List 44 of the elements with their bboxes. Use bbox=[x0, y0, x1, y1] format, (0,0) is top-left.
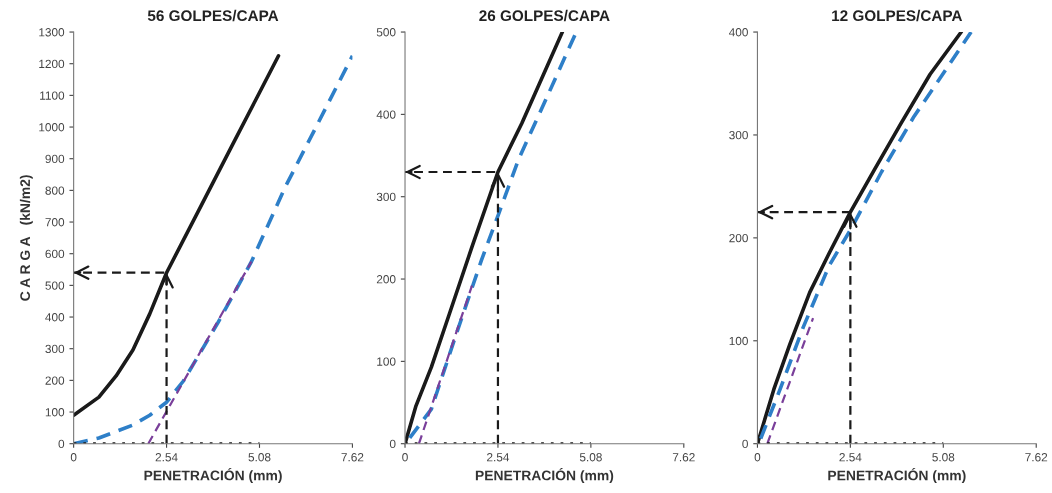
y-tick-label: 100 bbox=[377, 357, 396, 366]
chart-title: 26 GOLPES/CAPA bbox=[479, 9, 610, 22]
x-tick-label: 7.62 bbox=[672, 453, 695, 462]
y-tick-label: 1300 bbox=[39, 28, 65, 37]
x-tick-label: 2.54 bbox=[155, 453, 178, 462]
y-tick-label: 200 bbox=[376, 275, 396, 284]
chart-title: 56 GOLPES/CAPA bbox=[147, 9, 279, 22]
x-tick-label: 7.62 bbox=[341, 453, 364, 462]
y-tick-label: 100 bbox=[729, 336, 748, 346]
y-tick-label: 600 bbox=[45, 249, 65, 259]
y-tick-label: 200 bbox=[729, 233, 748, 243]
y-tick-label: 400 bbox=[376, 110, 396, 119]
y-tick-label: 1100 bbox=[40, 91, 65, 100]
x-tick-label: 0 bbox=[70, 453, 77, 462]
x-tick-label: 5.08 bbox=[579, 453, 602, 462]
y-tick-label: 1200 bbox=[39, 59, 65, 69]
x-axis-title: PENETRACIÓN (mm) bbox=[475, 467, 614, 484]
x-tick-label: 0 bbox=[754, 453, 761, 462]
y-tick-label: 500 bbox=[376, 28, 396, 37]
x-tick-label: 5.08 bbox=[932, 453, 955, 462]
chart-title: 12 GOLPES/CAPA bbox=[832, 9, 963, 22]
x-axis-title: PENETRACIÓN (mm) bbox=[144, 467, 282, 484]
x-tick-label: 2.54 bbox=[839, 453, 862, 462]
x-tick-label: 5.08 bbox=[248, 453, 271, 462]
y-tick-label: 500 bbox=[45, 281, 65, 290]
y-tick-label: 1000 bbox=[39, 123, 65, 132]
y-tick-label: 800 bbox=[45, 186, 65, 195]
y-tick-label: 200 bbox=[45, 376, 65, 385]
y-tick-label: 400 bbox=[45, 313, 65, 322]
x-axis-title: PENETRACIÓN (mm) bbox=[828, 467, 966, 484]
y-tick-label: 900 bbox=[45, 154, 65, 164]
x-tick-label: 2.54 bbox=[487, 453, 510, 462]
y-tick-label: 300 bbox=[376, 192, 396, 202]
y-tick-label: 100 bbox=[45, 408, 65, 417]
y-tick-label: 300 bbox=[45, 344, 65, 354]
y-tick-label: 0 bbox=[58, 439, 65, 449]
y-tick-label: 0 bbox=[389, 439, 396, 449]
y-tick-label: 700 bbox=[45, 218, 65, 227]
y-axis-title: C A R G A (kN/m2) bbox=[19, 175, 33, 301]
y-tick-label: 0 bbox=[742, 439, 748, 449]
y-tick-label: 300 bbox=[729, 130, 748, 140]
x-tick-label: 0 bbox=[402, 453, 408, 462]
y-tick-label: 400 bbox=[728, 28, 748, 37]
x-tick-label: 7.62 bbox=[1025, 453, 1048, 462]
